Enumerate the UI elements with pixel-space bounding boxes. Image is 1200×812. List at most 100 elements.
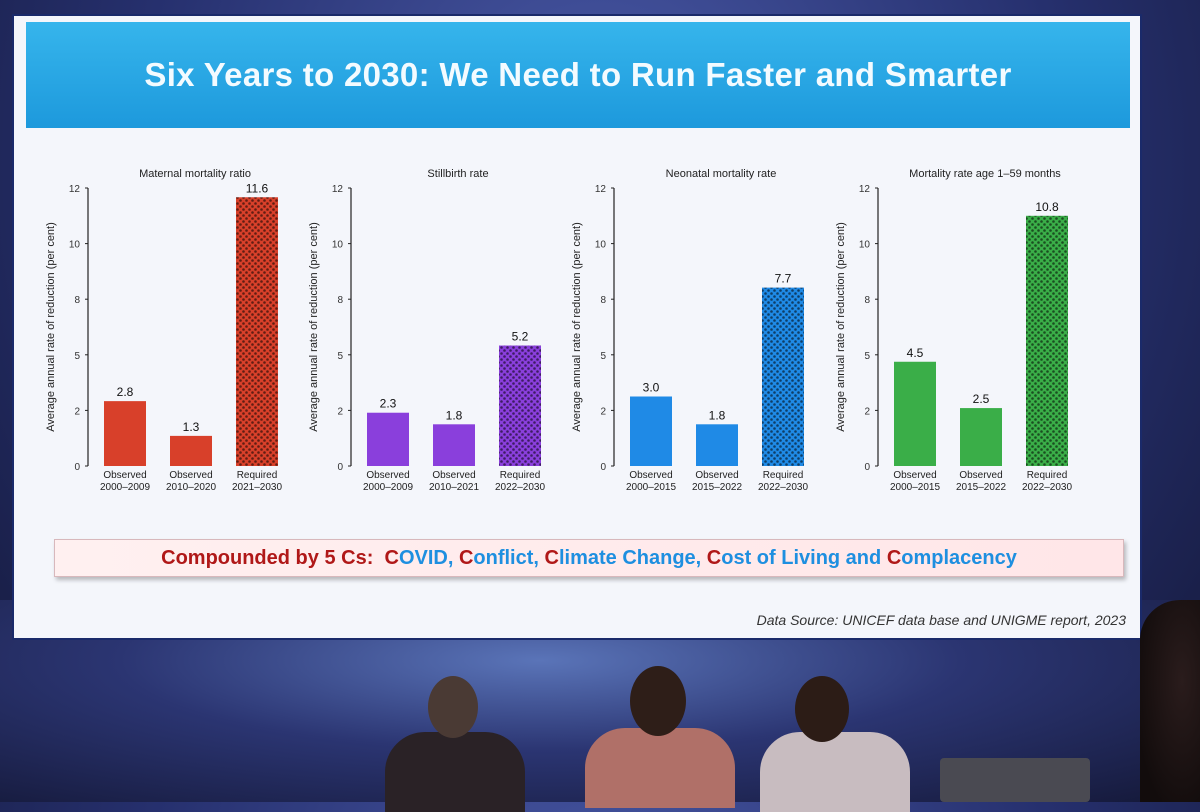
- compounded-item-covid: COVID,: [384, 546, 454, 569]
- y-tick-label: 0: [74, 462, 80, 473]
- bar-data-label: 1.8: [446, 408, 463, 422]
- y-tick-label: 0: [337, 462, 343, 473]
- compounded-item-climate: Climate Change,: [544, 546, 702, 569]
- y-tick-label: 10: [859, 240, 871, 251]
- chart-panel-1: Maternal mortality ratio 0 2 5 8 10 12 Average …: [45, 168, 282, 493]
- person-silhouette: [760, 732, 910, 812]
- bar-data-label: 4.5: [907, 346, 924, 360]
- bar: [367, 412, 409, 466]
- y-tick-label: 5: [600, 351, 606, 362]
- bar-data-label: 1.3: [183, 420, 200, 434]
- bar-data-label: 2.8: [117, 385, 134, 399]
- compounded-item-conflict: Conflict,: [458, 546, 539, 569]
- x-tick-label: 2000–2009: [363, 482, 413, 493]
- bar: [894, 361, 936, 466]
- title-bar: Six Years to 2030: We Need to Run Faster…: [26, 22, 1130, 128]
- bar: [1026, 215, 1068, 466]
- x-tick-label: Observed: [959, 470, 1002, 481]
- bar-data-label: 1.8: [709, 408, 726, 422]
- y-tick-label: 2: [337, 406, 343, 417]
- x-tick-label: 2000–2015: [626, 482, 676, 493]
- slide-title: Six Years to 2030: We Need to Run Faster…: [144, 56, 1012, 93]
- bar: [236, 197, 278, 466]
- x-tick-label: Required: [237, 470, 278, 481]
- bar: [762, 287, 804, 466]
- y-tick-label: 0: [864, 462, 870, 473]
- presentation-slide: Six Years to 2030: We Need to Run Faster…: [12, 14, 1142, 640]
- y-axis-label: Average annual rate of reduction (per ce…: [835, 222, 847, 432]
- person-silhouette: [385, 732, 525, 812]
- data-source: Data Source: UNICEF data base and UNIGME…: [756, 612, 1126, 628]
- y-tick-label: 10: [69, 240, 81, 251]
- x-tick-label: Observed: [103, 470, 146, 481]
- y-axis-label: Average annual rate of reduction (per ce…: [571, 222, 583, 432]
- y-tick-label: 8: [337, 295, 343, 306]
- bar-data-label: 11.6: [246, 181, 269, 195]
- y-tick-label: 12: [332, 184, 344, 195]
- x-tick-label: Observed: [366, 470, 409, 481]
- bar: [960, 408, 1002, 466]
- x-tick-label: Observed: [169, 470, 212, 481]
- x-tick-label: 2015–2022: [956, 482, 1006, 493]
- x-tick-label: Observed: [893, 470, 936, 481]
- person-head: [630, 666, 686, 736]
- person-head: [795, 676, 849, 742]
- person-head: [428, 676, 478, 738]
- foreground-person: [1140, 600, 1200, 802]
- x-tick-label: Observed: [629, 470, 672, 481]
- x-tick-label: Required: [763, 470, 804, 481]
- person-silhouette: [585, 728, 735, 808]
- bar-data-label: 10.8: [1035, 200, 1059, 214]
- y-tick-label: 0: [600, 462, 606, 473]
- bar-data-label: 3.0: [643, 381, 660, 395]
- chart-panel-3: Neonatal mortality rate 0 2 5 8 10 12 Average a…: [571, 168, 808, 493]
- x-tick-label: 2000–2015: [890, 482, 940, 493]
- y-tick-label: 8: [600, 295, 606, 306]
- bar-data-label: 5.2: [512, 330, 529, 344]
- x-tick-label: Required: [1027, 470, 1068, 481]
- x-tick-label: 2021–2030: [232, 482, 282, 493]
- y-tick-label: 12: [595, 184, 607, 195]
- x-tick-label: 2010–2020: [166, 482, 216, 493]
- y-tick-label: 5: [337, 351, 343, 362]
- chart-title: Mortality rate age 1–59 months: [909, 168, 1061, 180]
- compounded-item-cost: Cost of Living and: [706, 546, 882, 569]
- compounded-item-complacency: Complacency: [886, 546, 1017, 569]
- y-tick-label: 2: [74, 406, 80, 417]
- x-tick-label: 2010–2021: [429, 482, 479, 493]
- y-axis-label: Average annual rate of reduction (per ce…: [308, 222, 320, 432]
- y-tick-label: 8: [864, 295, 870, 306]
- y-tick-label: 12: [859, 184, 871, 195]
- bar-data-label: 7.7: [775, 272, 792, 286]
- y-tick-label: 2: [600, 406, 606, 417]
- x-tick-label: 2000–2009: [100, 482, 150, 493]
- bar-data-label: 2.3: [380, 397, 397, 411]
- y-tick-label: 10: [595, 240, 607, 251]
- chair: [940, 758, 1090, 802]
- chart-title: Maternal mortality ratio: [139, 168, 251, 180]
- x-tick-label: Required: [500, 470, 541, 481]
- chart-title: Stillbirth rate: [427, 168, 488, 180]
- x-tick-label: 2022–2030: [495, 482, 545, 493]
- charts-area: Maternal mortality ratio 0 2 5 8 10 12 Average …: [45, 168, 1072, 493]
- y-tick-label: 2: [864, 406, 870, 417]
- bar: [630, 396, 672, 466]
- x-tick-label: Observed: [695, 470, 738, 481]
- y-tick-label: 8: [74, 295, 80, 306]
- x-tick-label: 2022–2030: [758, 482, 808, 493]
- x-tick-label: 2022–2030: [1022, 482, 1072, 493]
- bar: [433, 424, 475, 466]
- y-tick-label: 5: [74, 351, 80, 362]
- x-tick-label: 2015–2022: [692, 482, 742, 493]
- bar: [696, 424, 738, 466]
- y-axis-label: Average annual rate of reduction (per ce…: [45, 222, 57, 432]
- y-tick-label: 10: [332, 240, 344, 251]
- bar: [499, 345, 541, 466]
- bar: [104, 401, 146, 466]
- y-tick-label: 12: [69, 184, 81, 195]
- chart-panel-4: Mortality rate age 1–59 months 0 2 5 8 10 12 Av…: [835, 168, 1072, 493]
- chart-title: Neonatal mortality rate: [666, 168, 777, 180]
- chart-panel-2: Stillbirth rate 0 2 5 8 10 12 Average annual ra…: [308, 168, 545, 493]
- y-tick-label: 5: [864, 351, 870, 362]
- compounded-banner: Compounded by 5 Cs: COVID, Conflict, Cli…: [54, 539, 1124, 577]
